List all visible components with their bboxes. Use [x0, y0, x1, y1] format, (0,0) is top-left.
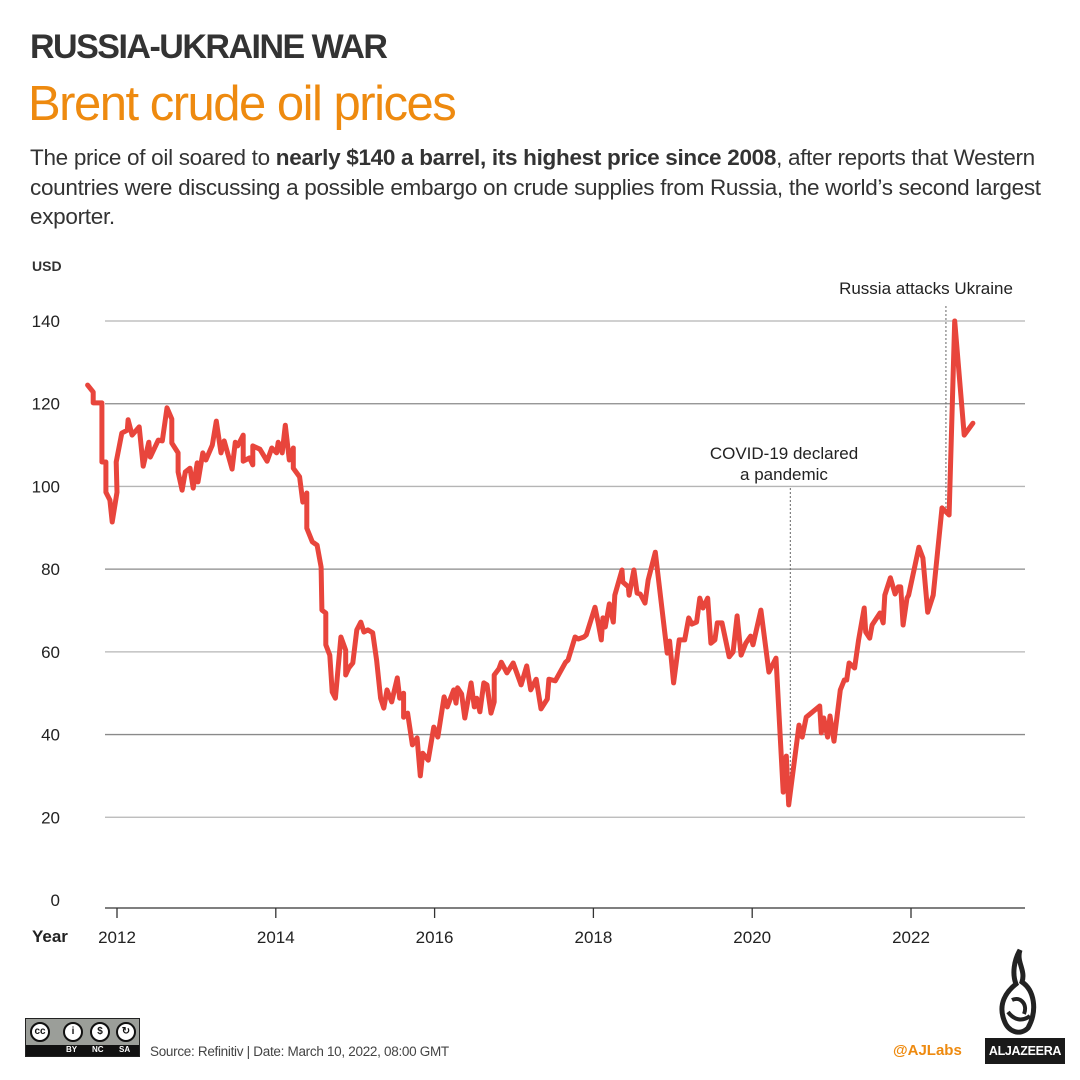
ajlabs-handle: @AJLabs — [893, 1042, 962, 1059]
description-bold: nearly $140 a barrel, its highest price … — [275, 145, 777, 170]
y-tick-label: 40 — [41, 726, 60, 745]
cc-icon: cc — [30, 1022, 50, 1042]
x-tick-label: 2018 — [574, 928, 612, 947]
chart-title: Brent crude oil prices — [28, 77, 457, 131]
y-axis-label: USD — [32, 258, 62, 274]
x-tick-label: 2014 — [257, 928, 295, 947]
description-text: The price of oil soared to — [30, 145, 276, 170]
aljazeera-wordmark: ALJAZEERA — [985, 1038, 1065, 1064]
aljazeera-logo-icon — [999, 948, 1037, 1035]
description: The price of oil soared to nearly $140 a… — [30, 143, 1060, 232]
x-tick-label: 2020 — [733, 928, 771, 947]
sa-icon: ↻ — [116, 1022, 136, 1042]
y-tick-label: 80 — [41, 560, 60, 579]
x-tick-label: 2022 — [892, 928, 930, 947]
x-axis-label: Year — [32, 927, 68, 946]
license-band: BY NC SA — [26, 1045, 139, 1056]
license-sa: SA — [119, 1045, 131, 1054]
source-note: Source: Refinitiv | Date: March 10, 2022… — [150, 1044, 449, 1059]
price-line — [85, 318, 976, 808]
russia-annotation: Russia attacks Ukraine — [839, 279, 1013, 298]
y-tick-label: 0 — [51, 891, 60, 910]
y-tick-label: 60 — [41, 643, 60, 662]
description-text-end: , after reports that Western countries w… — [30, 145, 1041, 229]
y-tick-label: 140 — [32, 312, 60, 331]
x-tick-label: 2012 — [98, 928, 136, 947]
x-tick-label: 2016 — [416, 928, 454, 947]
covid-annotation: a pandemic — [740, 465, 828, 484]
nc-icon: $ — [90, 1022, 110, 1042]
kicker: RUSSIA-UKRAINE WAR — [30, 28, 388, 66]
y-tick-label: 120 — [32, 395, 60, 414]
license-by: BY — [66, 1045, 78, 1054]
by-icon: i — [63, 1022, 83, 1042]
line-chart: 0 20 40 60 80 100 120 140 2012 2014 2016 2018 2020 20… — [32, 279, 1025, 947]
y-tick-label: 20 — [41, 808, 60, 827]
license-nc: NC — [92, 1045, 104, 1054]
y-tick-label: 100 — [32, 477, 60, 496]
covid-annotation: COVID-19 declared — [710, 444, 858, 463]
creative-commons-badge: cc i $ ↻ BY NC SA — [25, 1018, 140, 1057]
